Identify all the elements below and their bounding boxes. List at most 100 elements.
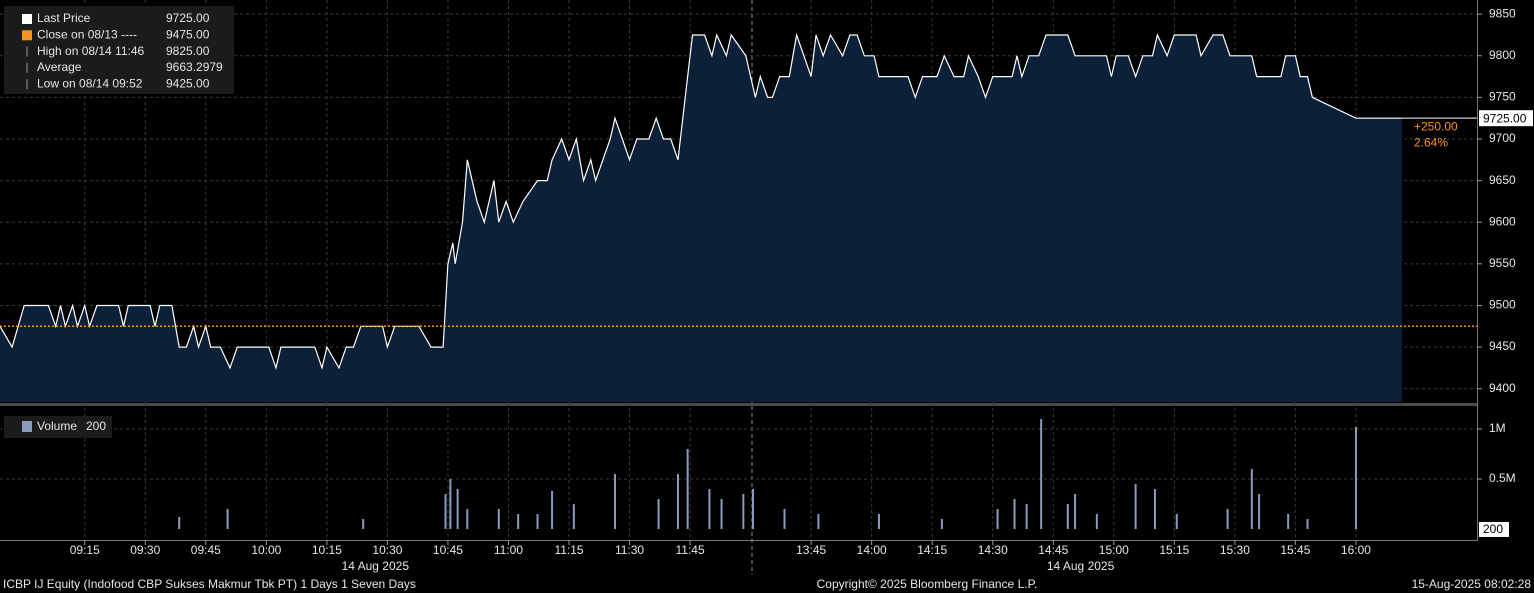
legend-swatch	[22, 421, 32, 432]
volume-bar	[1134, 484, 1137, 529]
x-tick-label: 10:00	[251, 543, 281, 557]
x-tick-label: 15:30	[1220, 543, 1250, 557]
last-price-box	[1479, 110, 1533, 127]
price-area	[0, 35, 1402, 402]
x-tick-label: 09:30	[130, 543, 160, 557]
legend-label: Volume	[37, 419, 77, 433]
legend-label: Close on 08/13 ----	[37, 27, 137, 41]
footer-left: ICBP IJ Equity (Indofood CBP Sukses Makm…	[3, 577, 416, 591]
x-tick-label: 11:45	[676, 543, 705, 557]
volume-bar	[1013, 499, 1016, 529]
x-tick-label: 11:15	[554, 543, 583, 557]
x-tick-label: 11:30	[615, 543, 644, 557]
legend-label: Last Price	[37, 11, 91, 25]
x-date-label: 14 Aug 2025	[342, 559, 410, 573]
volume-bar	[456, 489, 459, 529]
y-tick-label: 9400	[1489, 381, 1516, 395]
legend-label: High on 08/14 11:46	[37, 44, 145, 58]
y-tick-label: 9750	[1489, 90, 1516, 104]
volume-bar	[536, 514, 539, 529]
volume-bar	[720, 499, 723, 529]
change-pct-label: 2.64%	[1414, 135, 1448, 149]
volume-bar	[497, 509, 500, 529]
volume-bar	[817, 514, 820, 529]
x-date-label: 14 Aug 2025	[1047, 559, 1115, 573]
y-tick-label: 1M	[1489, 421, 1506, 435]
legend-box	[4, 6, 234, 94]
legend-label: Low on 08/14 09:52	[37, 76, 143, 90]
volume-bar	[1250, 469, 1253, 529]
volume-bar	[1040, 419, 1043, 529]
legend-swatch	[22, 14, 32, 24]
change-label: +250.00	[1414, 119, 1458, 133]
last-price-label: 9725.00	[1483, 111, 1527, 125]
volume-bar	[708, 489, 711, 529]
x-tick-label: 15:00	[1099, 543, 1129, 557]
y-tick-label: 9700	[1489, 131, 1516, 145]
volume-bar	[686, 449, 689, 529]
legend-value: 9475.00	[166, 27, 210, 41]
x-tick-label: 15:45	[1280, 543, 1310, 557]
x-tick-label: 09:15	[70, 543, 100, 557]
volume-bar	[1066, 504, 1069, 529]
volume-bar	[551, 491, 554, 529]
last-volume-box	[1479, 521, 1509, 537]
x-tick-label: 16:00	[1341, 543, 1371, 557]
y-tick-label: 9800	[1489, 48, 1516, 62]
volume-bar	[1025, 504, 1028, 529]
volume-bar	[178, 517, 181, 529]
volume-bar	[614, 474, 617, 529]
panel-separator	[0, 403, 1477, 406]
volume-bar	[1287, 514, 1290, 529]
volume-bar	[572, 504, 575, 529]
footer-center: Copyright© 2025 Bloomberg Finance L.P.	[817, 577, 1038, 591]
volume-bar	[1226, 509, 1229, 529]
legend-value: 9425.00	[166, 76, 210, 90]
legend-swatch	[22, 30, 32, 41]
price-line	[0, 32, 1402, 371]
volume-bar	[1074, 494, 1077, 529]
x-tick-label: 10:15	[312, 543, 342, 557]
volume-bar	[783, 509, 786, 529]
volume-bar	[1306, 519, 1309, 529]
volume-bar	[1354, 427, 1357, 529]
x-tick-label: 11:00	[494, 543, 523, 557]
x-tick-label: 15:15	[1159, 543, 1189, 557]
y-tick-label: 9550	[1489, 256, 1516, 270]
volume-bar	[517, 514, 520, 529]
x-axis-line	[0, 540, 1477, 541]
volume-bar	[1095, 514, 1098, 529]
volume-bar	[226, 509, 229, 529]
x-tick-label: 14:45	[1038, 543, 1068, 557]
volume-bar	[466, 509, 469, 529]
volume-bar	[449, 479, 452, 529]
x-tick-label: 13:45	[796, 543, 826, 557]
volume-bar	[940, 519, 943, 529]
y-tick-label: 9600	[1489, 214, 1516, 228]
volume-bar	[444, 494, 447, 529]
volume-bar	[1153, 489, 1156, 529]
y-tick-label: 9850	[1489, 6, 1516, 20]
volume-bar	[657, 499, 660, 529]
volume-bar	[996, 509, 999, 529]
y-tick-label: 9500	[1489, 298, 1516, 312]
volume-bar	[877, 514, 880, 529]
footer-right: 15-Aug-2025 08:02:28	[1412, 577, 1532, 591]
y-tick-label: 9650	[1489, 173, 1516, 187]
x-tick-label: 14:00	[857, 543, 887, 557]
x-tick-label: 14:15	[917, 543, 947, 557]
x-tick-label: 10:45	[433, 543, 463, 557]
volume-bar	[1175, 514, 1178, 529]
legend-value: 9663.2979	[166, 60, 223, 74]
y-axis-line	[1477, 0, 1478, 541]
volume-bar	[742, 494, 745, 529]
volume-bar	[362, 519, 365, 529]
legend-value: 200	[86, 419, 106, 433]
y-tick-label: 9450	[1489, 339, 1516, 353]
volume-bar	[752, 489, 755, 529]
volume-bar	[1258, 494, 1261, 529]
legend-value: 9725.00	[166, 11, 210, 25]
y-tick-label: 0.5M	[1489, 471, 1516, 485]
last-volume-label: 200	[1483, 522, 1503, 536]
